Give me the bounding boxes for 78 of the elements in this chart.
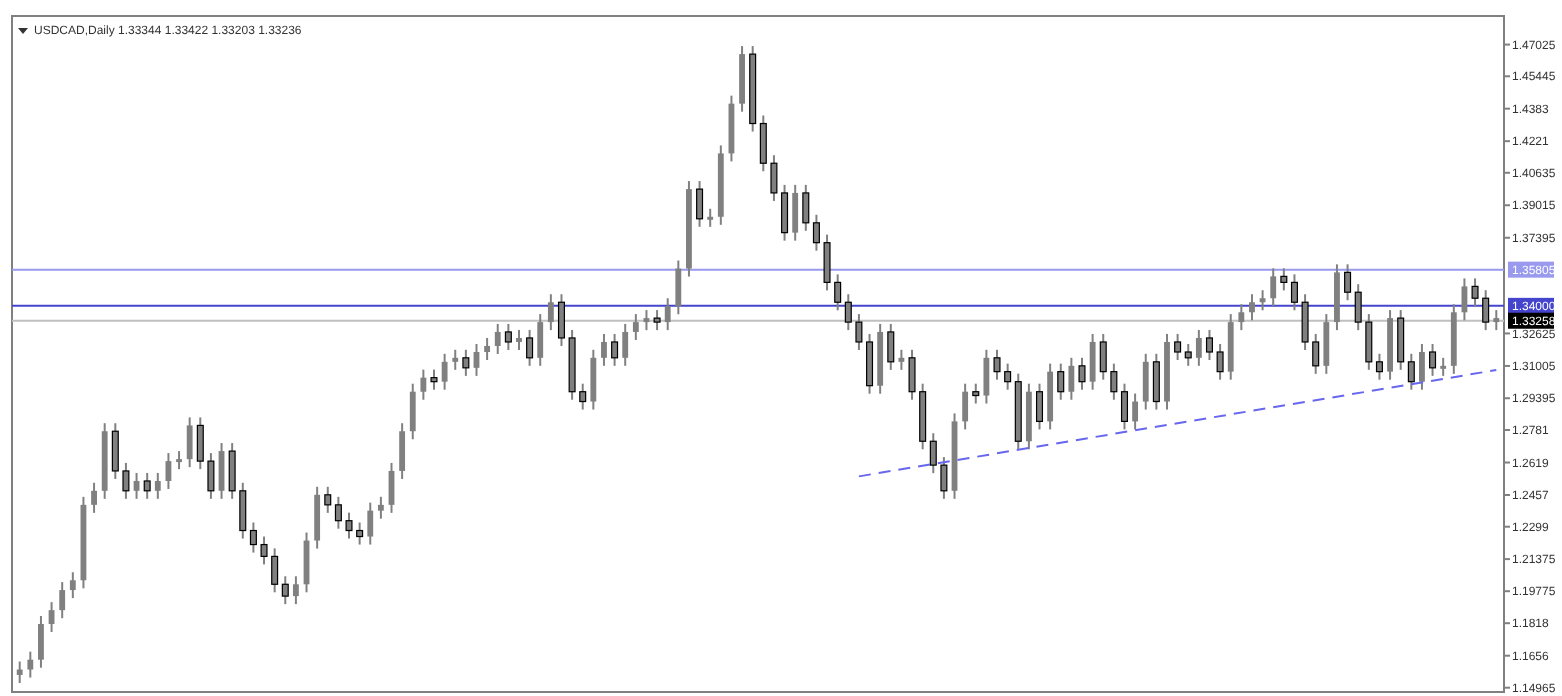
candlestick xyxy=(1152,352,1160,411)
candlestick xyxy=(314,485,321,550)
candlestick xyxy=(399,422,406,480)
candlestick xyxy=(707,207,714,228)
candlestick xyxy=(420,368,427,401)
candlestick xyxy=(653,309,661,332)
candlestick xyxy=(664,297,671,332)
candlestick xyxy=(611,332,619,367)
candlestick xyxy=(1344,263,1352,302)
candlestick xyxy=(1142,352,1149,411)
candlestick xyxy=(557,293,565,347)
candlestick xyxy=(452,348,459,371)
candlestick xyxy=(1195,328,1202,367)
candlestick xyxy=(176,450,182,471)
candlestick xyxy=(324,485,332,514)
candlestick xyxy=(1089,332,1096,391)
candlestick xyxy=(1270,267,1277,308)
candlestick xyxy=(281,575,289,606)
candlestick xyxy=(1323,313,1330,375)
candlestick xyxy=(547,293,554,332)
candlestick xyxy=(1132,392,1139,431)
candlestick xyxy=(409,382,416,441)
candlestick xyxy=(441,352,448,391)
candlestick xyxy=(1249,293,1255,322)
candlestick xyxy=(69,571,76,600)
candlestick xyxy=(802,183,810,232)
candlestick xyxy=(972,382,980,405)
candlestick xyxy=(1290,273,1298,312)
candlestick xyxy=(186,416,193,469)
candlestick xyxy=(1375,352,1383,381)
candlestick xyxy=(866,332,874,395)
candlestick xyxy=(1238,303,1245,332)
candlestick xyxy=(1184,342,1192,367)
candlestick xyxy=(154,471,161,500)
candlestick xyxy=(504,322,512,351)
candlestick xyxy=(632,313,639,341)
candlestick xyxy=(1397,309,1405,371)
candlestick xyxy=(377,495,384,520)
candlestick xyxy=(462,348,470,377)
candlestick xyxy=(494,322,501,355)
candlestick xyxy=(1078,356,1086,391)
candlestick xyxy=(27,650,34,679)
candlestick xyxy=(1259,289,1266,312)
candlestick xyxy=(1057,362,1065,401)
candlestick xyxy=(484,336,491,362)
candlestick xyxy=(590,348,597,411)
candlestick xyxy=(38,614,44,669)
candlestick xyxy=(516,328,522,351)
candlestick xyxy=(1035,382,1044,431)
candlestick xyxy=(983,348,990,405)
candlestick xyxy=(675,259,682,316)
candlestick xyxy=(143,471,151,500)
candlestick xyxy=(292,575,299,606)
candlestick xyxy=(16,660,23,684)
candlestick xyxy=(696,180,704,228)
candlestick xyxy=(526,328,534,367)
candlestick xyxy=(962,382,969,431)
candlestick xyxy=(59,581,66,620)
candlestick xyxy=(430,368,438,391)
candlestick xyxy=(1407,352,1415,391)
candlestick xyxy=(898,348,905,371)
candlestick xyxy=(622,322,629,367)
candlestick xyxy=(1120,382,1129,431)
candlestick xyxy=(1429,342,1437,377)
candlestick xyxy=(1280,267,1288,292)
candlestick xyxy=(1205,328,1213,362)
candlestick xyxy=(1216,342,1224,381)
candlestick xyxy=(537,313,544,367)
candlestick xyxy=(887,322,895,371)
candlestick xyxy=(601,332,607,367)
candlestick xyxy=(367,501,374,546)
candlestick xyxy=(792,183,799,242)
candlestick xyxy=(1493,309,1500,332)
candlestick xyxy=(91,481,97,514)
candlestick xyxy=(1174,332,1182,362)
candlestick xyxy=(1440,356,1447,377)
candlestick xyxy=(1419,342,1425,391)
candlestick xyxy=(1068,356,1075,401)
